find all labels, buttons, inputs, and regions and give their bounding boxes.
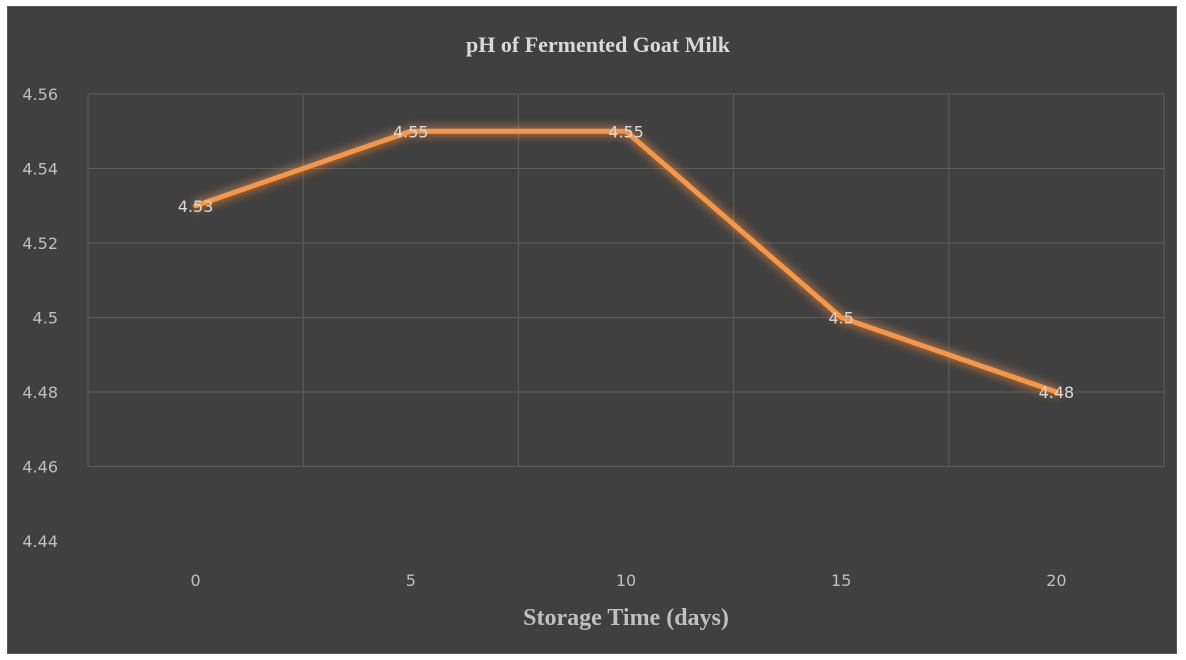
data-point [409, 130, 412, 133]
data-point [625, 130, 627, 133]
y-tick-label: 4.48 [22, 383, 58, 402]
y-axis-ticks: 4.44 4.46 4.48 4.5 4.52 4.54 4.56 [22, 85, 58, 551]
data-point [194, 204, 197, 207]
y-tick-label: 4.46 [22, 458, 58, 477]
data-label: 4.53 [178, 197, 214, 216]
data-label: 4.55 [608, 122, 644, 141]
x-tick-label: 5 [406, 571, 416, 590]
x-tick-label: 15 [831, 571, 851, 590]
chart-title: pH of Fermented Goat Milk [466, 32, 731, 57]
y-tick-label: 4.54 [22, 160, 58, 179]
data-point [840, 316, 843, 319]
y-tick-label: 4.52 [22, 234, 58, 253]
x-axis-ticks: 0 5 10 15 20 [191, 571, 1067, 590]
x-axis-title: Storage Time (days) [523, 605, 729, 631]
plot-grid [87, 93, 1165, 467]
x-tick-label: 0 [191, 571, 201, 590]
data-label: 4.5 [828, 309, 853, 328]
y-tick-label: 4.5 [33, 309, 58, 328]
y-tick-label: 4.44 [22, 532, 58, 551]
series-group [193, 128, 1059, 395]
data-label: 4.48 [1039, 383, 1075, 402]
data-point [1055, 391, 1058, 393]
x-tick-label: 20 [1046, 571, 1066, 590]
data-label: 4.55 [393, 122, 429, 141]
x-tick-label: 10 [616, 571, 636, 590]
data-labels: 4.53 4.55 4.55 4.5 4.48 [178, 122, 1074, 402]
chart-area [7, 6, 1177, 654]
y-tick-label: 4.56 [22, 85, 58, 104]
series-line [193, 128, 1059, 395]
